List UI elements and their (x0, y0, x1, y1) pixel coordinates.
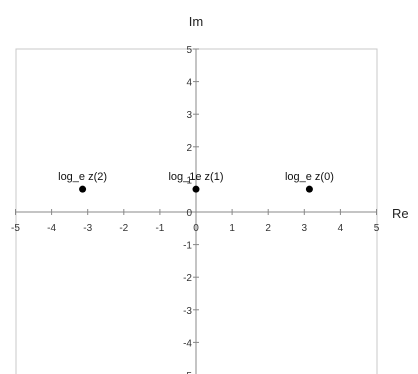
y-tick-label: 2 (186, 143, 192, 154)
x-tick-label: -1 (155, 223, 164, 234)
data-point-label: log_e z(0) (285, 171, 334, 183)
data-point-marker (305, 185, 313, 193)
y-tick-label: -4 (183, 338, 192, 349)
x-tick-label: -5 (11, 223, 20, 234)
y-tick-label: 5 (186, 45, 192, 56)
x-tick-label: 5 (374, 223, 380, 234)
x-tick-label: -2 (119, 223, 128, 234)
x-axis-title: Re (392, 206, 409, 221)
y-tick-label: -3 (183, 306, 192, 317)
data-point-marker (79, 185, 87, 193)
x-tick-label: 3 (302, 223, 308, 234)
data-points-group: log_e z(0) log_1e z(1) log_e z(2) (58, 171, 334, 193)
x-tick-group: -5 -4 -3 -2 -1 0 1 2 3 4 5 (11, 209, 380, 234)
x-tick-label: 2 (265, 223, 271, 234)
y-tick-label: -5 (183, 371, 192, 374)
x-tick-label: 0 (193, 223, 199, 234)
data-point-label: log_e z(2) (58, 171, 107, 183)
x-tick-label: -4 (47, 223, 56, 234)
y-axis-title: Im (189, 14, 203, 29)
data-point-marker (192, 185, 200, 193)
y-tick-label: 3 (186, 110, 192, 121)
y-tick-label: 4 (186, 78, 192, 89)
x-tick-label: 1 (229, 223, 235, 234)
y-tick-label: 1 (186, 175, 192, 186)
x-tick-label: -3 (83, 223, 92, 234)
data-point-label: log_1e z(1) (168, 171, 223, 183)
y-tick-label: 0 (186, 208, 192, 219)
y-tick-label: -1 (183, 241, 192, 252)
x-tick-label: 4 (338, 223, 344, 234)
y-tick-label: -2 (183, 273, 192, 284)
